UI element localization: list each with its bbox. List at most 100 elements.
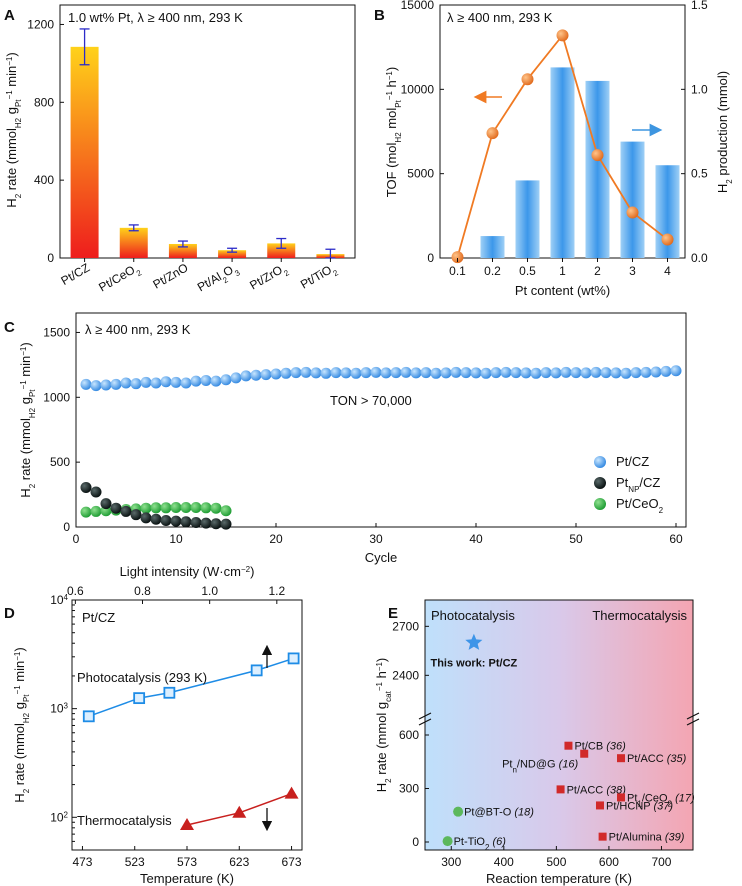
data-point xyxy=(340,367,352,379)
y-axis-title: H2 rate (mmol gcat−1 h−1) xyxy=(374,658,393,793)
data-point xyxy=(190,375,202,387)
literature-point xyxy=(617,793,626,802)
data-point xyxy=(170,515,182,527)
legend-marker xyxy=(594,498,606,510)
x-tick-label: Pt/ZnO xyxy=(150,260,190,291)
data-point xyxy=(380,367,392,379)
data-point xyxy=(80,506,92,518)
literature-label: Pt-TiO2 (6) xyxy=(454,836,507,852)
y-axis-title: H2 rate (mmolH2 gPt−1 min−1) xyxy=(18,342,37,497)
data-point xyxy=(170,376,182,388)
data-point xyxy=(330,367,342,379)
tof-point xyxy=(556,29,569,42)
data-point xyxy=(550,367,562,379)
literature-point xyxy=(595,801,604,810)
data-point xyxy=(660,365,672,377)
data-point xyxy=(110,378,122,390)
x-tick-label: 30 xyxy=(369,532,383,546)
x-tick-label: 600 xyxy=(599,855,619,869)
legend-marker xyxy=(594,477,606,489)
y-tick-label: 1000 xyxy=(43,390,70,404)
tof-point xyxy=(591,149,604,162)
data-point xyxy=(80,481,92,493)
region-label-thermo: Thermocatalysis xyxy=(592,608,687,623)
data-point xyxy=(430,367,442,379)
bar xyxy=(267,243,296,258)
literature-point xyxy=(453,806,464,817)
x-tick-label: 300 xyxy=(441,855,461,869)
data-point xyxy=(150,513,162,525)
data-point xyxy=(120,377,132,389)
data-point xyxy=(110,502,122,514)
data-point xyxy=(180,516,192,528)
photo-line xyxy=(88,657,294,718)
data-point xyxy=(240,370,252,382)
y-axis-title: H2 rate (mmolH2 gPt−1 min−1) xyxy=(4,52,23,207)
x-top-tick-label: 0.8 xyxy=(134,584,151,598)
data-point xyxy=(440,367,452,379)
annotation: λ ≥ 400 nm, 293 K xyxy=(85,322,191,337)
y-tick-label: 0 xyxy=(47,251,54,265)
data-point xyxy=(150,377,162,389)
data-point xyxy=(650,366,662,378)
this-work-star xyxy=(465,633,483,650)
data-point xyxy=(100,498,112,510)
y-tick-label: 500 xyxy=(50,455,70,469)
literature-point xyxy=(617,754,626,763)
data-point xyxy=(90,505,102,517)
tof-point xyxy=(521,73,534,86)
y-tick-label-left: 0 xyxy=(427,251,434,265)
y-tick-label-left: 15000 xyxy=(401,0,435,12)
y-tick-label: 102 xyxy=(50,810,68,825)
bar xyxy=(218,250,247,258)
data-point xyxy=(490,367,502,379)
data-point xyxy=(560,366,572,378)
x-tick-label: 473 xyxy=(72,855,92,869)
literature-label: Pt/Alumina (39) xyxy=(609,832,685,844)
x-tick-label: 50 xyxy=(569,532,583,546)
data-point xyxy=(210,502,222,514)
y-tick-label-right: 1.0 xyxy=(691,82,708,96)
x-tick-label: 0 xyxy=(73,532,80,546)
data-point xyxy=(170,502,182,514)
y-tick-label-left: 10000 xyxy=(401,82,435,96)
x-top-tick-label: 1.2 xyxy=(268,584,285,598)
data-point xyxy=(250,369,262,381)
bar xyxy=(119,227,148,258)
literature-point xyxy=(556,785,565,794)
y-tick-label-left: 5000 xyxy=(407,167,434,181)
tof-point xyxy=(626,206,639,219)
x-tick-label: 500 xyxy=(546,855,566,869)
data-point xyxy=(530,367,542,379)
legend-label: Pt/CeO2 xyxy=(616,496,664,515)
data-point xyxy=(220,374,232,386)
panel-label-b: B xyxy=(374,7,385,24)
data-point xyxy=(140,376,152,388)
data-point xyxy=(180,502,192,514)
x-tick-label: 573 xyxy=(177,855,197,869)
y-tick-label: 0 xyxy=(412,835,419,849)
data-point xyxy=(370,366,382,378)
x-tick-label: Pt/TiO2 xyxy=(298,260,340,294)
photo-point xyxy=(82,710,95,723)
axis-break-left xyxy=(418,712,432,726)
data-point xyxy=(200,517,212,529)
photo-point xyxy=(250,664,263,677)
data-point xyxy=(210,518,222,530)
x-tick-label: 623 xyxy=(229,855,249,869)
data-point xyxy=(100,379,112,391)
data-point xyxy=(140,512,152,524)
frame xyxy=(424,599,694,851)
tof-point xyxy=(661,233,674,246)
data-point xyxy=(600,367,612,379)
data-point xyxy=(90,486,102,498)
y-tick-label: 1500 xyxy=(43,325,70,339)
data-point xyxy=(580,367,592,379)
panel-label-e: E xyxy=(388,605,398,622)
data-point xyxy=(200,374,212,386)
x-axis-title: Cycle xyxy=(365,550,398,565)
data-point xyxy=(190,516,202,528)
data-point xyxy=(160,502,172,514)
